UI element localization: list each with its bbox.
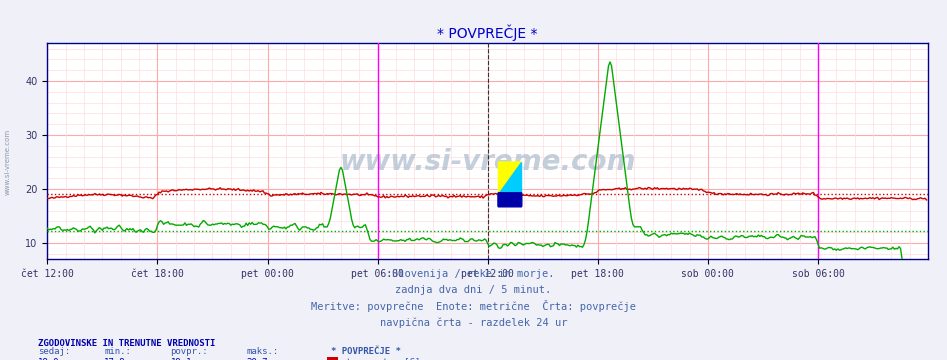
Text: sedaj:: sedaj:: [38, 347, 70, 356]
Text: maks.:: maks.:: [246, 347, 278, 356]
Text: min.:: min.:: [104, 347, 131, 356]
Text: Slovenija / reke in morje.: Slovenija / reke in morje.: [392, 269, 555, 279]
Text: ZGODOVINSKE IN TRENUTNE VREDNOSTI: ZGODOVINSKE IN TRENUTNE VREDNOSTI: [38, 339, 215, 348]
Polygon shape: [498, 162, 522, 194]
Title: * POVPREČJE *: * POVPREČJE *: [438, 24, 538, 41]
Text: * POVPREČJE *: * POVPREČJE *: [331, 347, 402, 356]
Text: www.si-vreme.com: www.si-vreme.com: [339, 148, 636, 176]
Text: www.si-vreme.com: www.si-vreme.com: [5, 129, 10, 195]
Text: 19,1: 19,1: [170, 359, 192, 360]
Text: zadnja dva dni / 5 minut.: zadnja dva dni / 5 minut.: [396, 285, 551, 296]
Text: povpr.:: povpr.:: [170, 347, 208, 356]
Text: temperatura[C]: temperatura[C]: [346, 359, 420, 360]
Text: 18,0: 18,0: [38, 359, 60, 360]
FancyBboxPatch shape: [498, 193, 522, 207]
Text: Meritve: povprečne  Enote: metrične  Črta: povprečje: Meritve: povprečne Enote: metrične Črta:…: [311, 300, 636, 312]
Text: 17,8: 17,8: [104, 359, 126, 360]
Polygon shape: [498, 162, 522, 194]
Text: navpična črta - razdelek 24 ur: navpična črta - razdelek 24 ur: [380, 317, 567, 328]
Text: 20,7: 20,7: [246, 359, 268, 360]
